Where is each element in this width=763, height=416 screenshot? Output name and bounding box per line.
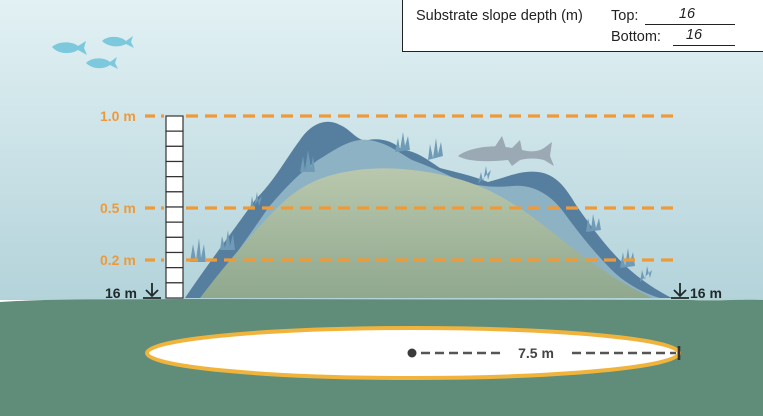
pole-segment — [165, 176, 184, 193]
pole-segment — [165, 221, 184, 238]
bottom-label: Bottom: — [611, 29, 661, 45]
depth-label-half-m: 0.5 m — [100, 200, 136, 216]
pole-segment — [165, 236, 184, 254]
depth-label-fifth-m: 0.2 m — [100, 252, 136, 268]
substrate-form: Substrate slope depth (m) Top: 16 Bottom… — [402, 0, 763, 52]
radius-line — [407, 346, 681, 360]
pole-segment — [165, 145, 184, 163]
bottom-value-line — [673, 45, 735, 46]
left-depth-arrow-icon — [143, 283, 161, 299]
sand-mound — [200, 168, 652, 298]
coral-silhouettes — [190, 132, 652, 282]
pole-segment — [165, 191, 184, 208]
pole-segment — [165, 267, 184, 284]
pole-segment — [165, 130, 184, 147]
depth-label-1m: 1.0 m — [100, 108, 136, 124]
top-value[interactable]: 16 — [678, 6, 696, 22]
pole-segment — [165, 115, 184, 132]
pole-segment — [165, 251, 184, 269]
measuring-pole — [165, 115, 184, 299]
bottom-value[interactable]: 16 — [685, 27, 703, 43]
right-depth-label: 16 m — [690, 285, 722, 301]
depth-lines — [145, 114, 680, 262]
center-point — [407, 348, 417, 358]
right-depth-arrow-icon — [671, 283, 689, 299]
left-depth-label: 16 m — [105, 285, 137, 301]
fish-school-icon — [52, 36, 134, 69]
pole-segment — [165, 282, 184, 299]
shark-icon — [458, 136, 554, 166]
pole-segment — [165, 160, 184, 178]
pole-segment — [165, 206, 184, 223]
radius-label: 7.5 m — [518, 345, 554, 361]
top-label: Top: — [611, 8, 639, 24]
form-title: Substrate slope depth (m) — [416, 8, 583, 24]
top-value-line — [645, 24, 735, 25]
